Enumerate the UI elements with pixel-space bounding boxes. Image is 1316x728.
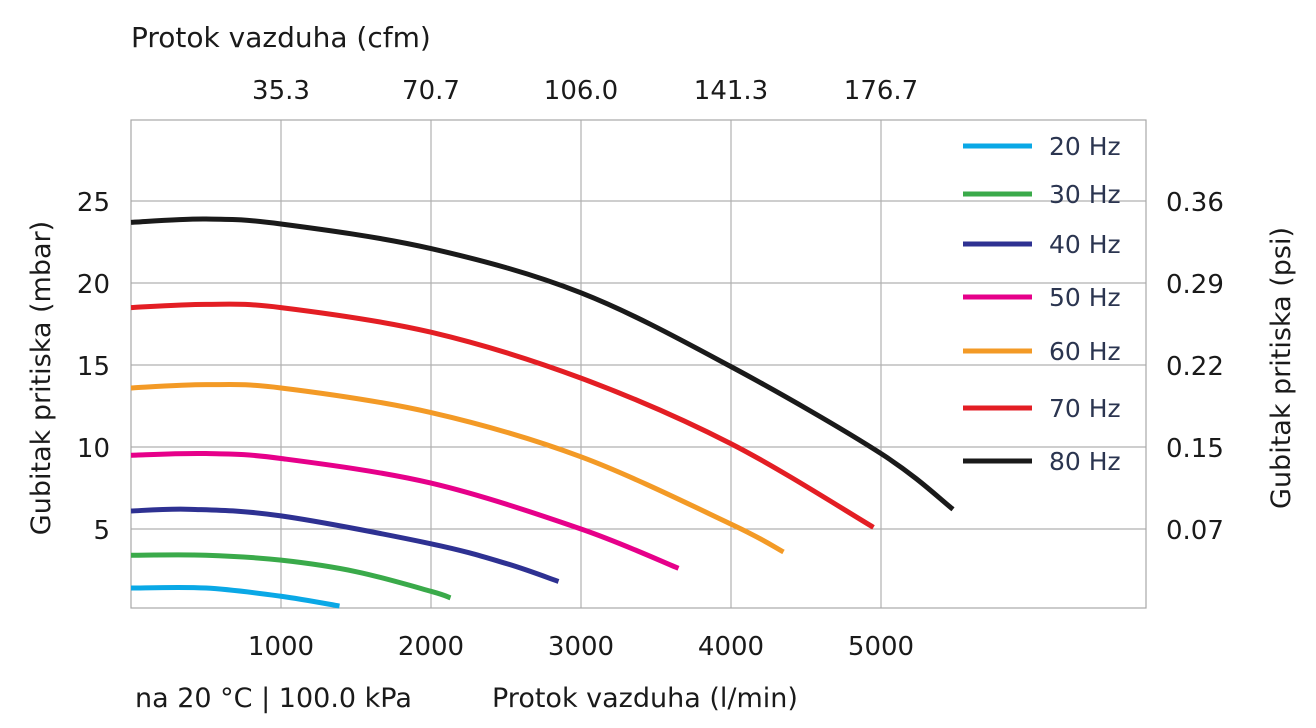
y2-tick-label: 0.07 xyxy=(1166,516,1224,546)
plot-frame xyxy=(130,119,1147,609)
y-axis-title: Gubitak pritiska (mbar) xyxy=(26,221,57,535)
y-tick-label: 20 xyxy=(77,270,110,300)
y-tick-label: 5 xyxy=(93,516,110,546)
legend-label-50-hz: 50 Hz xyxy=(1049,283,1121,312)
top-tick-label: 141.3 xyxy=(694,76,768,106)
x-tick-label: 5000 xyxy=(848,632,914,662)
top-tick-label: 70.7 xyxy=(402,76,460,106)
y2-tick-label: 0.15 xyxy=(1166,434,1224,464)
x-tick-label: 4000 xyxy=(698,632,764,662)
x-tick-label: 2000 xyxy=(398,632,464,662)
series-line-30-hz xyxy=(130,552,452,601)
y-tick-label: 10 xyxy=(77,434,110,464)
series-line-40-hz xyxy=(130,506,560,584)
series-line-60-hz xyxy=(130,381,785,555)
top-tick-label: 176.7 xyxy=(844,76,918,106)
series-line-20-hz xyxy=(130,584,340,609)
x-tick-label: 3000 xyxy=(548,632,614,662)
y2-tick-label: 0.29 xyxy=(1166,270,1224,300)
legend-label-20-hz: 20 Hz xyxy=(1049,132,1121,161)
grid xyxy=(131,120,1146,608)
y2-tick-label: 0.22 xyxy=(1166,352,1224,382)
series-lines xyxy=(130,216,955,609)
series-line-80-hz xyxy=(130,216,955,512)
legend-label-60-hz: 60 Hz xyxy=(1049,337,1121,366)
legend-label-40-hz: 40 Hz xyxy=(1049,230,1121,259)
y2-tick-label: 0.36 xyxy=(1166,188,1224,218)
x-axis-title: Protok vazduha (l/min) xyxy=(492,683,798,714)
footnote: na 20 °C | 100.0 kPa xyxy=(135,683,412,714)
top-axis-title: Protok vazduha (cfm) xyxy=(131,21,431,54)
series-line-70-hz xyxy=(130,301,875,530)
legend: 20 Hz 30 Hz 40 Hz 50 Hz 60 Hz 70 Hz 80 Hz xyxy=(963,132,1121,476)
y-tick-label: 25 xyxy=(77,188,110,218)
top-tick-label: 106.0 xyxy=(544,76,618,106)
tick-labels: 1000 2000 3000 4000 5000 35.3 70.7 106.0 141.3 17… xyxy=(77,76,1224,662)
legend-label-70-hz: 70 Hz xyxy=(1049,394,1121,423)
series-line-50-hz xyxy=(130,450,680,571)
legend-label-30-hz: 30 Hz xyxy=(1049,180,1121,209)
y2-axis-title: Gubitak pritiska (psi) xyxy=(1266,227,1297,509)
x-tick-label: 1000 xyxy=(248,632,314,662)
y-tick-label: 15 xyxy=(77,352,110,382)
top-tick-label: 35.3 xyxy=(252,76,310,106)
legend-label-80-hz: 80 Hz xyxy=(1049,447,1121,476)
